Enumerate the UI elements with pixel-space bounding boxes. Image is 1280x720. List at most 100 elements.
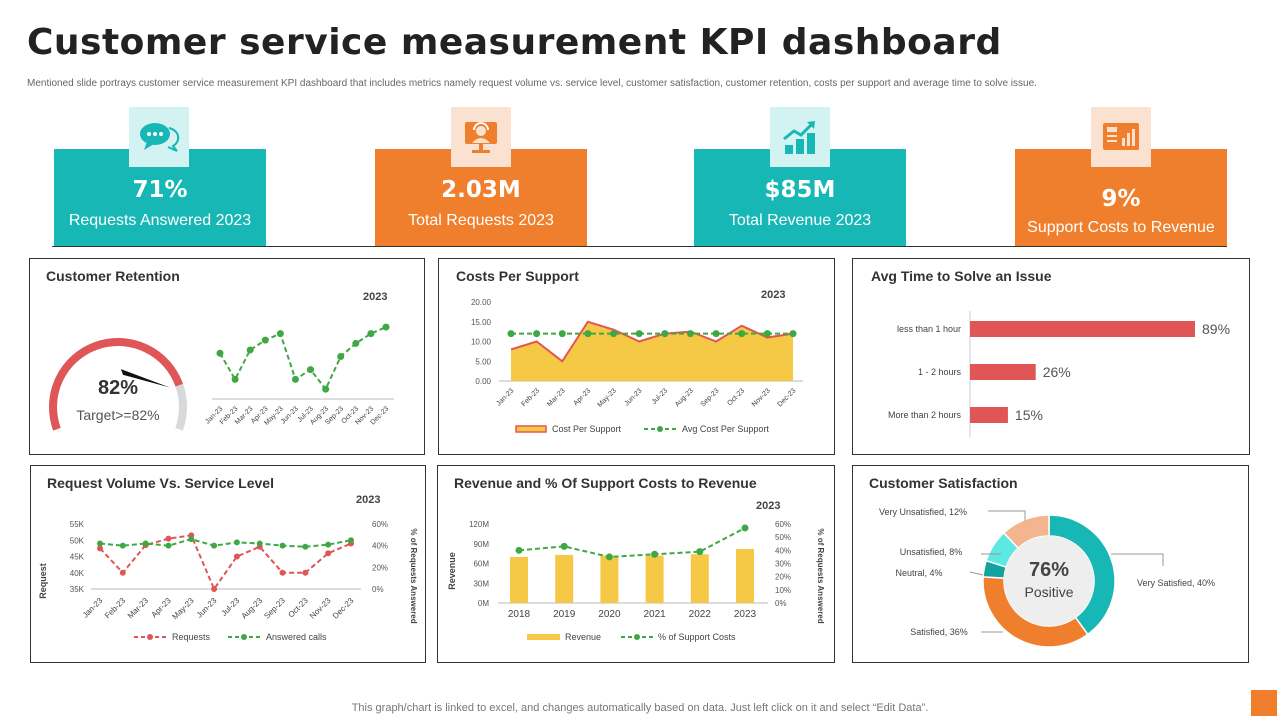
kpi-label: Requests Answered 2023: [68, 212, 252, 229]
y-tick-label-left: 90M: [473, 540, 489, 549]
y-tick-label: 10.00: [471, 338, 492, 347]
y-tick-label-right: 60%: [372, 520, 388, 529]
y-tick-label-left: 30M: [473, 579, 489, 588]
retention-point: [276, 330, 284, 338]
revenue-bar: [600, 555, 619, 603]
requests-line: [99, 534, 352, 592]
y-tick-label-left: 50K: [70, 536, 85, 545]
kpi-value: 71%: [132, 177, 188, 203]
chart-year-label: 2023: [363, 291, 388, 303]
x-tick-label: May-23: [597, 387, 619, 409]
x-tick-label: Jun-23: [195, 596, 219, 620]
x-tick-label: Oct-23: [726, 387, 746, 407]
growth-chart-icon: [770, 107, 830, 167]
x-tick-label: Jun-23: [280, 405, 300, 425]
legend-label-support-costs: % of Support Costs: [658, 632, 736, 642]
x-tick-label: Nov-23: [308, 596, 333, 621]
legend-label-revenue: Revenue: [565, 632, 601, 642]
requests-point: [119, 569, 126, 576]
support-cost-line: [518, 527, 746, 558]
leader-line: [969, 571, 984, 576]
gauge-value: 82%: [98, 377, 138, 399]
chart-year-label: 2023: [356, 494, 381, 506]
bar: [970, 364, 1036, 380]
avg-cost-point: [533, 330, 541, 338]
requests-point: [211, 586, 218, 592]
legend-label-cost: Cost Per Support: [552, 424, 622, 434]
x-tick-label: Dec-23: [331, 596, 356, 621]
x-tick-label: Mar-23: [126, 596, 151, 621]
x-tick-label: Jan-23: [81, 596, 105, 620]
revenue-bar: [645, 555, 664, 603]
chart-year-label: 2023: [761, 289, 786, 301]
x-tick-label: 2021: [643, 609, 666, 620]
legend-marker-requests: [147, 634, 153, 640]
bar: [970, 321, 1195, 337]
avg-time-chart: less than 1 hour 89% 1 - 2 hours 26% More th…: [888, 311, 1230, 437]
legend-marker-answered: [241, 634, 247, 640]
answered-point: [142, 540, 149, 547]
chat-bubbles-icon: [129, 107, 189, 167]
answered-point: [211, 542, 218, 549]
legend-swatch-revenue: [527, 634, 560, 640]
retention-point: [291, 375, 299, 383]
y-tick-label: 5.00: [475, 357, 491, 366]
y-tick-label-left: 0M: [478, 599, 489, 608]
answered-point: [233, 539, 240, 546]
y-axis-title-left: Request: [38, 563, 48, 599]
retention-point: [231, 375, 239, 383]
x-tick-label: Jul-23: [651, 387, 670, 406]
retention-point: [261, 336, 269, 344]
kpi-label: Support Costs to Revenue: [1027, 219, 1215, 236]
costs-per-support-panel: Costs Per Support 2023 0.00 5.00 10.00 15.0…: [438, 258, 835, 455]
answered-point: [97, 540, 103, 547]
x-tick-label: Jun-23: [624, 387, 644, 407]
donut-center: [1004, 536, 1094, 626]
requests-point: [165, 535, 172, 542]
retention-point: [246, 346, 254, 354]
avg-cost-point: [610, 330, 618, 338]
requests-point: [97, 545, 103, 552]
answered-point: [256, 540, 263, 547]
kpi-baseline-divider: [52, 246, 1227, 247]
avg-cost-point: [789, 330, 797, 338]
page-title: Customer service measurement KPI dashboa…: [27, 22, 1002, 63]
page-subtitle: Mentioned slide portrays customer servic…: [27, 78, 1037, 89]
y-tick-label-right: 0%: [372, 585, 384, 594]
donut-center-value: 76%: [1029, 559, 1069, 581]
slice-label: Unsatisfied, 8%: [900, 547, 963, 557]
requests-point: [279, 569, 286, 576]
x-tick-label: Jan-23: [495, 387, 515, 407]
answered-point: [302, 543, 309, 550]
corner-accent: [1251, 690, 1277, 716]
y-tick-label-right: 10%: [775, 586, 791, 595]
y-axis-title-right: % of Requests Answered: [409, 528, 418, 623]
panel-title: Costs Per Support: [456, 268, 579, 284]
y-tick-label-right: 0%: [775, 599, 787, 608]
answered-point: [165, 542, 172, 549]
x-tick-label: Aug-23: [240, 596, 265, 621]
panel-title: Revenue and % Of Support Costs to Revenu…: [454, 475, 757, 491]
footer-note: This graph/chart is linked to excel, and…: [351, 702, 929, 714]
y-tick-label-right: 20%: [775, 573, 791, 582]
avg-cost-point: [584, 330, 592, 338]
x-tick-label: Mar-23: [546, 387, 567, 408]
legend-label-requests: Requests: [172, 632, 211, 642]
support-agent-icon: [451, 107, 511, 167]
support-cost-point: [741, 524, 749, 532]
answered-line: [99, 538, 352, 548]
y-tick-label: 20.00: [471, 298, 492, 307]
x-tick-label: 2020: [598, 609, 621, 620]
y-tick-label-left: 45K: [70, 553, 85, 562]
avg-cost-point: [712, 330, 720, 338]
chart-year-label: 2023: [756, 500, 781, 512]
requests-point: [302, 569, 309, 576]
legend-marker-support-costs: [634, 634, 640, 640]
y-tick-label-left: 120M: [469, 520, 489, 529]
panel-title: Avg Time to Solve an Issue: [871, 268, 1052, 284]
support-cost-point: [605, 553, 613, 561]
y-axis-title-right: % of Requests Answered: [816, 528, 825, 623]
support-cost-point: [560, 542, 568, 550]
panel-title: Customer Retention: [46, 268, 180, 284]
cost-line: [510, 320, 794, 363]
